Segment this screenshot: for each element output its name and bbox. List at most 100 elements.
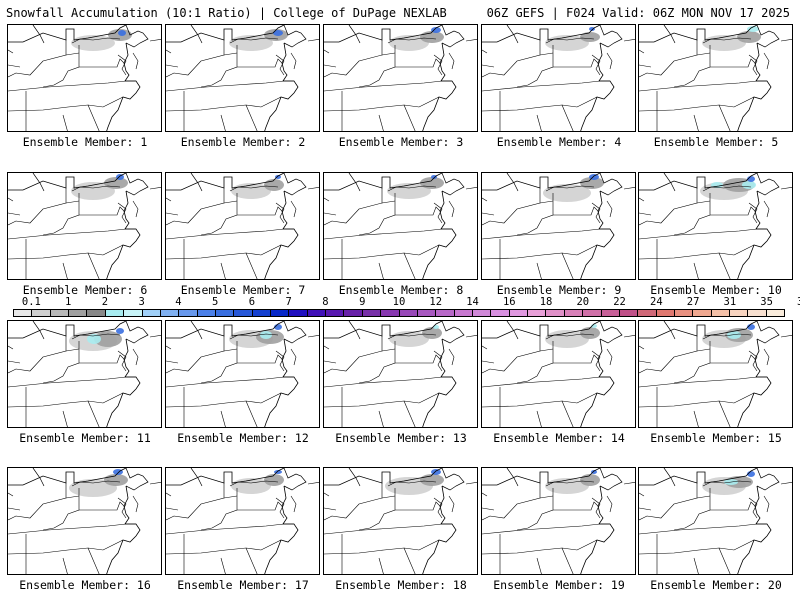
map-panel-member-8 [323,172,478,280]
legend-swatch [711,310,731,316]
map-panel-member-12 [165,320,320,428]
legend-label: 16 [502,296,516,308]
panel-label-member-4: Ensemble Member: 4 [496,135,622,149]
legend-swatch [105,310,125,316]
legend-label: 24 [650,296,663,308]
snowfall-map [639,173,792,279]
map-title: Snowfall Accumulation (10:1 Ratio) | Col… [6,6,447,20]
panel-label-member-11: Ensemble Member: 11 [19,431,151,445]
snowfall-map [8,321,161,427]
legend-label: 10 [392,296,406,308]
snowfall-map [482,321,635,427]
legend-swatch [638,310,657,316]
legend-label: 8 [322,296,329,308]
panel-label-member-20: Ensemble Member: 20 [650,578,782,592]
panel-label-member-2: Ensemble Member: 2 [180,135,306,149]
legend-swatch [564,310,584,316]
legend-label: 1 [64,296,72,308]
legend-label: 14 [466,296,479,308]
legend-swatch [454,310,473,316]
panel-label-member-3: Ensemble Member: 3 [338,135,464,149]
legend-swatch [546,310,565,316]
map-panel-member-14 [481,320,636,428]
legend-swatch [601,310,620,316]
legend-swatch [14,310,33,316]
legend-label: 35 [760,296,773,308]
legend-swatch [399,310,418,316]
legend-swatch [730,310,749,316]
panel-label-member-12: Ensemble Member: 12 [177,431,309,445]
map-panel-member-11 [7,320,162,428]
snowfall-map [324,321,477,427]
snowfall-map [639,468,792,574]
map-panel-member-18 [323,467,478,575]
legend-label: 3 [138,296,145,308]
panel-label-member-9: Ensemble Member: 9 [496,283,622,297]
legend-swatch [436,310,455,316]
snowfall-map [166,173,319,279]
legend-swatch [748,310,767,316]
panel-label-member-16: Ensemble Member: 16 [19,578,151,592]
panel-label-member-19: Ensemble Member: 19 [493,578,625,592]
legend-label: 12 [429,296,443,308]
legend-label: 6 [248,296,256,308]
panel-label-member-15: Ensemble Member: 15 [650,431,782,445]
legend-swatch [160,310,180,316]
map-panel-member-2 [165,24,320,132]
legend-swatch [215,310,235,316]
legend-swatch [326,310,345,316]
legend-label: 9 [359,296,366,308]
legend-swatch [491,310,510,316]
legend-swatch [69,310,88,316]
map-panel-member-1 [7,24,162,132]
legend-swatch [766,310,785,316]
legend-label: 4 [175,296,182,308]
legend-swatch [124,310,143,316]
legend-swatch [179,310,198,316]
snowfall-map [166,468,319,574]
legend-color-bar [13,309,785,317]
legend-label: 7 [285,296,292,308]
legend-swatch [197,310,216,316]
map-panel-member-5 [638,24,793,132]
map-panel-member-7 [165,172,320,280]
legend-swatch [252,310,272,316]
panel-label-member-5: Ensemble Member: 5 [653,135,779,149]
valid-time-title: 06Z GEFS | F024 Valid: 06Z MON NOV 17 20… [486,6,790,20]
panel-label-member-13: Ensemble Member: 13 [335,431,467,445]
legend-label: 18 [539,296,553,308]
panel-label-member-14: Ensemble Member: 14 [493,431,625,445]
legend-swatch [142,310,161,316]
legend-swatch [362,310,382,316]
snowfall-legend: 0.1123456789101214161820222427313539 [13,296,800,318]
legend-label: 22 [613,296,626,308]
snowfall-map [482,468,635,574]
legend-swatch [289,310,308,316]
snowfall-map [166,25,319,131]
snowfall-map [482,173,635,279]
map-panel-member-6 [7,172,162,280]
snowfall-map [8,173,161,279]
snowfall-map [8,25,161,131]
map-panel-member-15 [638,320,793,428]
legend-swatch [417,310,437,316]
snowfall-map [639,25,792,131]
legend-label: 39 [797,296,800,308]
legend-swatch [381,310,400,316]
panel-label-member-18: Ensemble Member: 18 [335,578,467,592]
legend-swatch [656,310,675,316]
legend-label: 20 [576,296,590,308]
panel-label-member-8: Ensemble Member: 8 [338,283,464,297]
legend-label: 31 [723,296,737,308]
snowfall-map [324,468,477,574]
map-panel-member-13 [323,320,478,428]
legend-swatch [234,310,253,316]
panel-label-member-6: Ensemble Member: 6 [22,283,148,297]
legend-swatch [50,310,70,316]
map-panel-member-4 [481,24,636,132]
snowfall-map [166,321,319,427]
legend-swatch [674,310,694,316]
legend-swatch [32,310,51,316]
legend-swatch [693,310,712,316]
